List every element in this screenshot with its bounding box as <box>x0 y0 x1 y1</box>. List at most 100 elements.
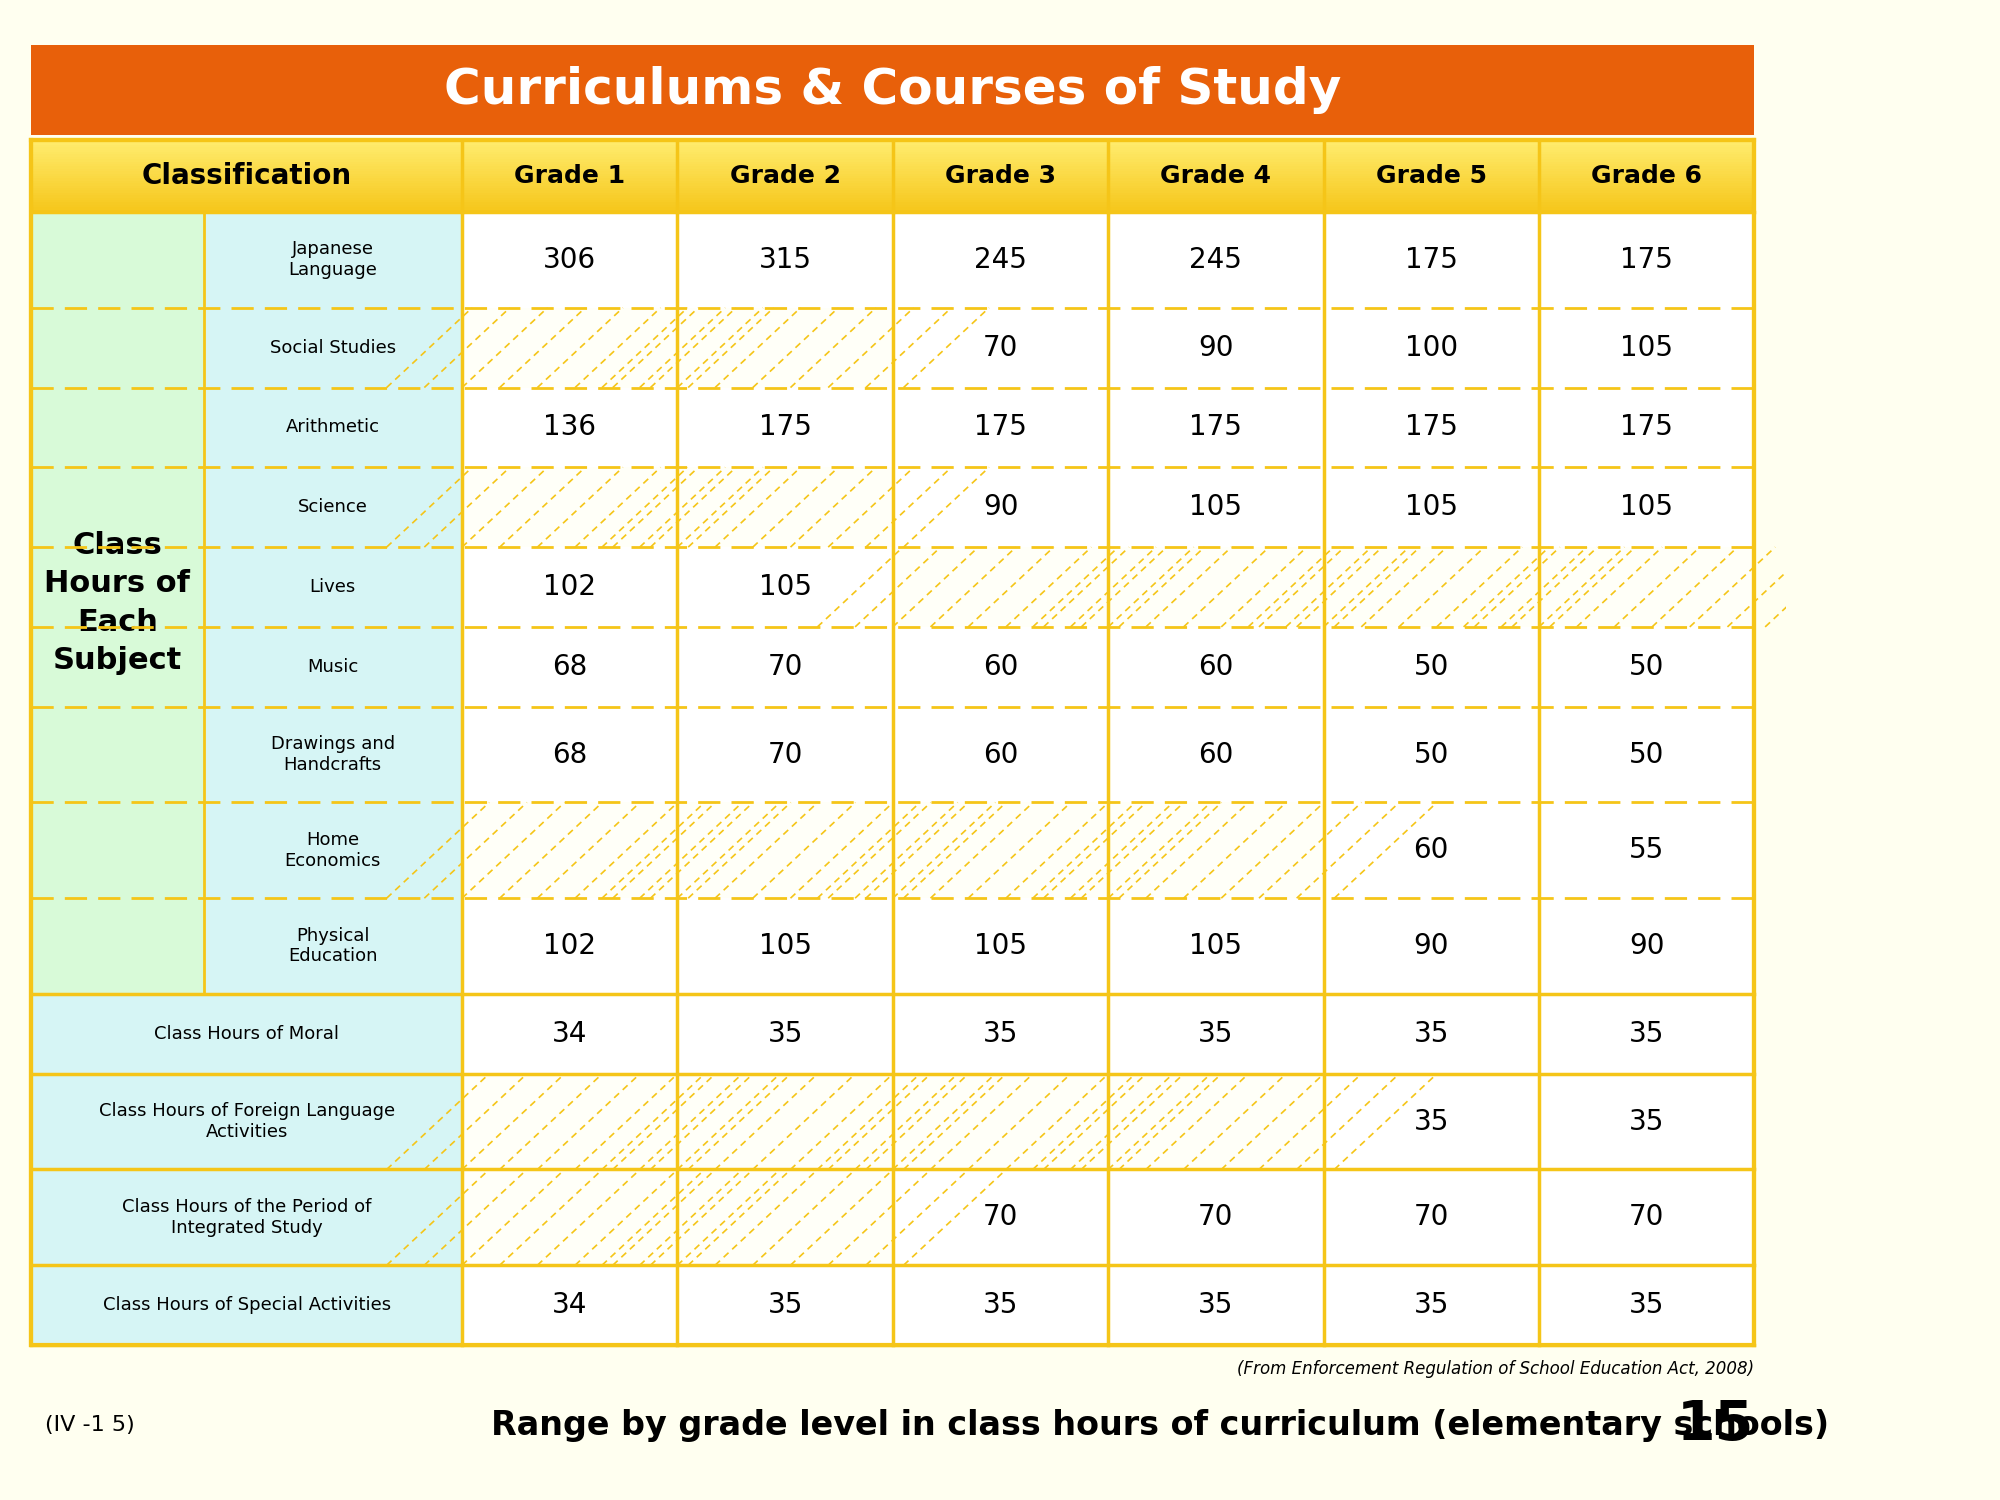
Text: Science: Science <box>298 498 368 516</box>
Text: 105: 105 <box>1620 333 1674 362</box>
Bar <box>462 308 678 387</box>
Text: Class Hours of Special Activities: Class Hours of Special Activities <box>102 1296 390 1314</box>
Bar <box>204 898 462 995</box>
Bar <box>892 627 1108 706</box>
Bar <box>892 802 1108 898</box>
Bar <box>462 994 678 1074</box>
Bar <box>32 142 1754 146</box>
Bar <box>1108 627 1324 706</box>
Bar <box>32 178 1754 182</box>
Bar <box>678 627 892 706</box>
Bar <box>1324 1264 1538 1346</box>
Text: 35: 35 <box>1198 1020 1234 1048</box>
Bar <box>1108 994 1324 1074</box>
Text: 105: 105 <box>1620 494 1674 520</box>
Bar <box>678 1074 892 1170</box>
Bar <box>1538 1170 1754 1264</box>
Bar <box>32 159 1754 162</box>
Bar <box>1108 1264 1324 1346</box>
Bar <box>204 627 462 706</box>
Text: 35: 35 <box>768 1292 802 1318</box>
Bar <box>892 548 1108 627</box>
FancyBboxPatch shape <box>32 45 1754 135</box>
Bar <box>462 468 678 548</box>
Text: Class Hours of Moral: Class Hours of Moral <box>154 1024 340 1042</box>
Bar <box>1538 468 1754 548</box>
Bar <box>1108 211 1324 308</box>
Text: Drawings and
Handcrafts: Drawings and Handcrafts <box>270 735 394 774</box>
Text: 60: 60 <box>982 652 1018 681</box>
Text: 50: 50 <box>1414 652 1448 681</box>
Bar <box>1324 308 1538 387</box>
Bar <box>32 200 1754 202</box>
Bar <box>892 1170 1108 1264</box>
Bar <box>1108 1170 1324 1264</box>
Text: Grade 6: Grade 6 <box>1592 164 1702 188</box>
Bar <box>678 1264 892 1346</box>
Text: 34: 34 <box>552 1292 588 1318</box>
Bar <box>1108 706 1324 803</box>
Text: 105: 105 <box>1190 494 1242 520</box>
Text: (IV -1 5): (IV -1 5) <box>44 1414 134 1436</box>
Text: 175: 175 <box>1190 414 1242 441</box>
Text: 105: 105 <box>758 932 812 960</box>
Text: 35: 35 <box>1414 1020 1448 1048</box>
Bar <box>678 387 892 468</box>
Bar <box>1324 548 1538 627</box>
Text: 35: 35 <box>1628 1292 1664 1318</box>
Text: 70: 70 <box>982 1203 1018 1231</box>
Bar <box>32 195 1754 198</box>
Bar <box>892 898 1108 995</box>
Bar <box>1538 308 1754 387</box>
Text: 175: 175 <box>1404 414 1458 441</box>
Bar <box>678 802 892 898</box>
Text: Classification: Classification <box>142 162 352 190</box>
Text: 35: 35 <box>1414 1292 1448 1318</box>
Bar <box>462 211 678 308</box>
Bar <box>462 1264 678 1346</box>
Text: 35: 35 <box>1628 1020 1664 1048</box>
Bar <box>32 198 1754 200</box>
Bar <box>1538 1074 1754 1170</box>
Text: 35: 35 <box>1414 1107 1448 1136</box>
Bar <box>462 387 678 468</box>
Text: 175: 175 <box>1620 246 1674 274</box>
Text: Grade 1: Grade 1 <box>514 164 626 188</box>
Bar <box>1538 994 1754 1074</box>
Text: Class Hours of the Period of
Integrated Study: Class Hours of the Period of Integrated … <box>122 1198 372 1236</box>
Bar <box>678 898 892 995</box>
Bar <box>462 627 678 706</box>
Bar <box>462 802 678 898</box>
Text: 50: 50 <box>1628 741 1664 768</box>
Bar <box>892 1264 1108 1346</box>
Text: 105: 105 <box>1190 932 1242 960</box>
Bar <box>892 706 1108 803</box>
Bar <box>32 206 1754 207</box>
Text: 90: 90 <box>1628 932 1664 960</box>
Text: 90: 90 <box>1414 932 1450 960</box>
Text: 60: 60 <box>1414 837 1448 864</box>
Text: 35: 35 <box>1628 1107 1664 1136</box>
Bar <box>462 1170 678 1264</box>
Bar <box>32 1074 462 1170</box>
Bar <box>1538 211 1754 308</box>
Text: 306: 306 <box>544 246 596 274</box>
Text: 102: 102 <box>544 932 596 960</box>
Bar <box>32 1264 462 1346</box>
Text: 90: 90 <box>982 494 1018 520</box>
Bar <box>32 154 1754 158</box>
Bar <box>892 1074 1108 1170</box>
Bar <box>1538 706 1754 803</box>
Bar <box>1538 627 1754 706</box>
Bar <box>204 387 462 468</box>
Text: 70: 70 <box>768 741 802 768</box>
Text: 50: 50 <box>1628 652 1664 681</box>
Bar <box>32 166 1754 170</box>
Bar <box>892 211 1108 308</box>
Bar <box>32 211 204 994</box>
Text: 68: 68 <box>552 652 588 681</box>
Bar <box>32 994 462 1074</box>
Bar <box>32 146 1754 147</box>
Bar <box>1324 898 1538 995</box>
Bar <box>32 158 1754 159</box>
